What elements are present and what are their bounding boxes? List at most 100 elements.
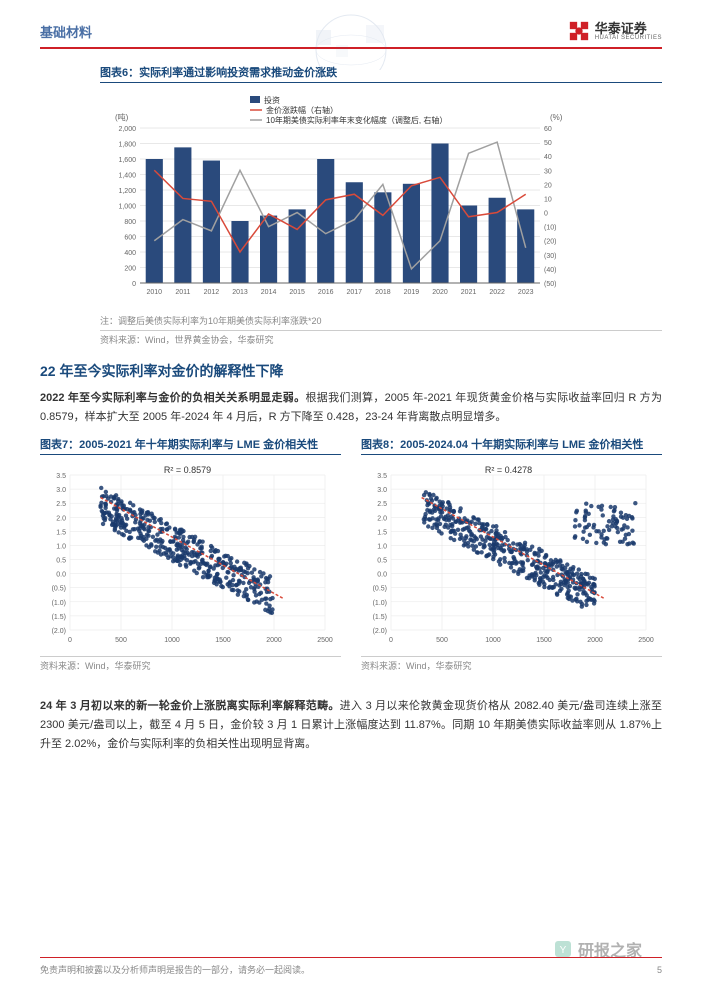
svg-text:(2.0): (2.0)	[373, 628, 387, 635]
svg-text:0.5: 0.5	[56, 558, 66, 565]
svg-text:1500: 1500	[536, 637, 552, 644]
scatter-charts-row: 图表7：2005-2021 年十年期实际利率与 LME 金价相关性 0 500 10…	[40, 436, 662, 682]
svg-text:(40): (40)	[544, 267, 556, 274]
footer-disclaimer: 免责声明和披露以及分析师声明是报告的一部分，请务必一起阅读。	[40, 963, 310, 976]
chart6-source: 资料来源：Wind，世界黄金协会，华泰研究	[100, 330, 662, 346]
svg-text:1,800: 1,800	[118, 142, 136, 149]
svg-text:2020: 2020	[432, 289, 448, 296]
svg-text:2021: 2021	[461, 289, 477, 296]
svg-text:2000: 2000	[266, 637, 282, 644]
chart8-source: 资料来源：Wind，华泰研究	[361, 656, 662, 672]
huatai-logo-icon	[568, 20, 590, 42]
svg-text:2011: 2011	[175, 289, 190, 296]
svg-text:2015: 2015	[289, 289, 305, 296]
svg-text:2500: 2500	[317, 637, 333, 644]
svg-text:2014: 2014	[261, 289, 277, 296]
svg-text:R² = 0.4278: R² = 0.4278	[485, 465, 532, 475]
chart8-block: 图表8：2005-2024.04 十年期实际利率与 LME 金价相关性 0 500…	[361, 436, 662, 672]
svg-text:50: 50	[544, 140, 552, 147]
svg-text:2000: 2000	[587, 637, 603, 644]
svg-text:0: 0	[132, 281, 136, 288]
svg-text:0.0: 0.0	[377, 572, 387, 579]
svg-text:投资: 投资	[264, 95, 280, 105]
svg-text:2018: 2018	[375, 289, 391, 296]
paragraph-1: 2022 年至今实际利率与金价的负相关关系明显走弱。根据我们测算，2005 年-…	[40, 389, 662, 426]
svg-text:2010: 2010	[146, 289, 162, 296]
svg-text:20: 20	[544, 182, 552, 189]
svg-text:(2.0): (2.0)	[52, 628, 66, 635]
paragraph-2-bold: 24 年 3 月初以来的新一轮金价上涨脱离实际利率解释范畴。	[40, 700, 340, 712]
page-number: 5	[657, 965, 662, 975]
svg-text:60: 60	[544, 126, 552, 133]
svg-text:0.0: 0.0	[56, 572, 66, 579]
svg-text:500: 500	[436, 637, 448, 644]
watermark-icon: Y	[553, 939, 573, 959]
svg-text:1,600: 1,600	[118, 157, 136, 164]
svg-text:2012: 2012	[204, 289, 220, 296]
svg-text:1500: 1500	[215, 637, 231, 644]
svg-text:2017: 2017	[346, 289, 362, 296]
svg-text:0.5: 0.5	[377, 558, 387, 565]
svg-text:500: 500	[115, 637, 127, 644]
svg-text:0: 0	[68, 637, 72, 644]
chart7-block: 图表7：2005-2021 年十年期实际利率与 LME 金价相关性 0 500 10…	[40, 436, 341, 672]
chart8-title: 图表8：2005-2024.04 十年期实际利率与 LME 金价相关性	[361, 436, 662, 455]
svg-text:(50): (50)	[544, 281, 556, 288]
svg-text:2,000: 2,000	[118, 126, 136, 133]
svg-text:30: 30	[544, 168, 552, 175]
svg-text:40: 40	[544, 154, 552, 161]
svg-text:1,400: 1,400	[118, 173, 136, 180]
svg-text:(10): (10)	[544, 225, 556, 232]
svg-text:1.5: 1.5	[377, 530, 387, 537]
svg-text:2022: 2022	[489, 289, 505, 296]
svg-text:2023: 2023	[518, 289, 534, 296]
svg-text:(1.0): (1.0)	[52, 600, 66, 607]
svg-text:1,200: 1,200	[118, 188, 136, 195]
chart7-scatter: 0 500 1000 1500 2000 2500 (2.0) (1.5) (1.0) (0.5)…	[40, 460, 335, 650]
svg-text:600: 600	[124, 235, 136, 242]
svg-text:(1.0): (1.0)	[373, 600, 387, 607]
logo-english-text: HUATAI SECURITIES	[595, 35, 662, 41]
chart8-scatter: 05001000150020002500(2.0)(1.5)(1.0)(0.5)…	[361, 460, 656, 650]
paragraph-1-bold: 2022 年至今实际利率与金价的负相关关系明显走弱。	[40, 392, 305, 404]
svg-text:3.5: 3.5	[56, 473, 66, 480]
svg-text:(0.5): (0.5)	[52, 586, 66, 593]
paragraph-2: 24 年 3 月初以来的新一轮金价上涨脱离实际利率解释范畴。进入 3 月以来伦敦…	[40, 697, 662, 753]
svg-text:1000: 1000	[485, 637, 501, 644]
svg-text:1,000: 1,000	[118, 204, 136, 211]
svg-text:2.5: 2.5	[377, 502, 387, 509]
svg-text:(20): (20)	[544, 239, 556, 246]
svg-text:(30): (30)	[544, 253, 556, 260]
svg-text:2.5: 2.5	[56, 502, 66, 509]
svg-text:1.0: 1.0	[377, 544, 387, 551]
svg-text:(1.5): (1.5)	[52, 614, 66, 621]
chart6-combo-chart: 02004006008001,0001,2001,4001,6001,8002,…	[100, 88, 580, 308]
svg-text:400: 400	[124, 250, 136, 257]
chart7-source: 资料来源：Wind，华泰研究	[40, 656, 341, 672]
svg-text:1.0: 1.0	[56, 544, 66, 551]
svg-text:0: 0	[544, 211, 548, 218]
svg-text:(吨): (吨)	[115, 112, 129, 122]
svg-text:(0.5): (0.5)	[373, 586, 387, 593]
svg-text:2019: 2019	[404, 289, 420, 296]
svg-text:3.5: 3.5	[377, 473, 387, 480]
chart6-note: 注：调整后美债实际利率为10年期美债实际利率涨跌*20	[100, 314, 662, 327]
svg-text:1000: 1000	[164, 637, 180, 644]
svg-text:800: 800	[124, 219, 136, 226]
svg-text:2500: 2500	[638, 637, 654, 644]
svg-text:2013: 2013	[232, 289, 248, 296]
svg-text:(%): (%)	[550, 113, 563, 122]
logo-block: 华泰证券 HUATAI SECURITIES	[568, 20, 662, 42]
globe-decoration-icon	[276, 10, 426, 70]
logo-chinese-text: 华泰证券	[595, 22, 662, 35]
svg-text:3.0: 3.0	[56, 487, 66, 494]
svg-text:10: 10	[544, 196, 552, 203]
chart6-block: 图表6：实际利率通过影响投资需求推动金价涨跌 02004006008001,00…	[100, 64, 662, 346]
svg-text:200: 200	[124, 266, 136, 273]
svg-text:2.0: 2.0	[56, 516, 66, 523]
svg-text:Y: Y	[560, 945, 567, 956]
svg-text:1.5: 1.5	[56, 530, 66, 537]
svg-text:0: 0	[389, 637, 393, 644]
svg-text:10年期美债实际利率年末变化幅度（调整后, 右轴）: 10年期美债实际利率年末变化幅度（调整后, 右轴）	[266, 115, 447, 125]
chart7-title: 图表7：2005-2021 年十年期实际利率与 LME 金价相关性	[40, 436, 341, 455]
